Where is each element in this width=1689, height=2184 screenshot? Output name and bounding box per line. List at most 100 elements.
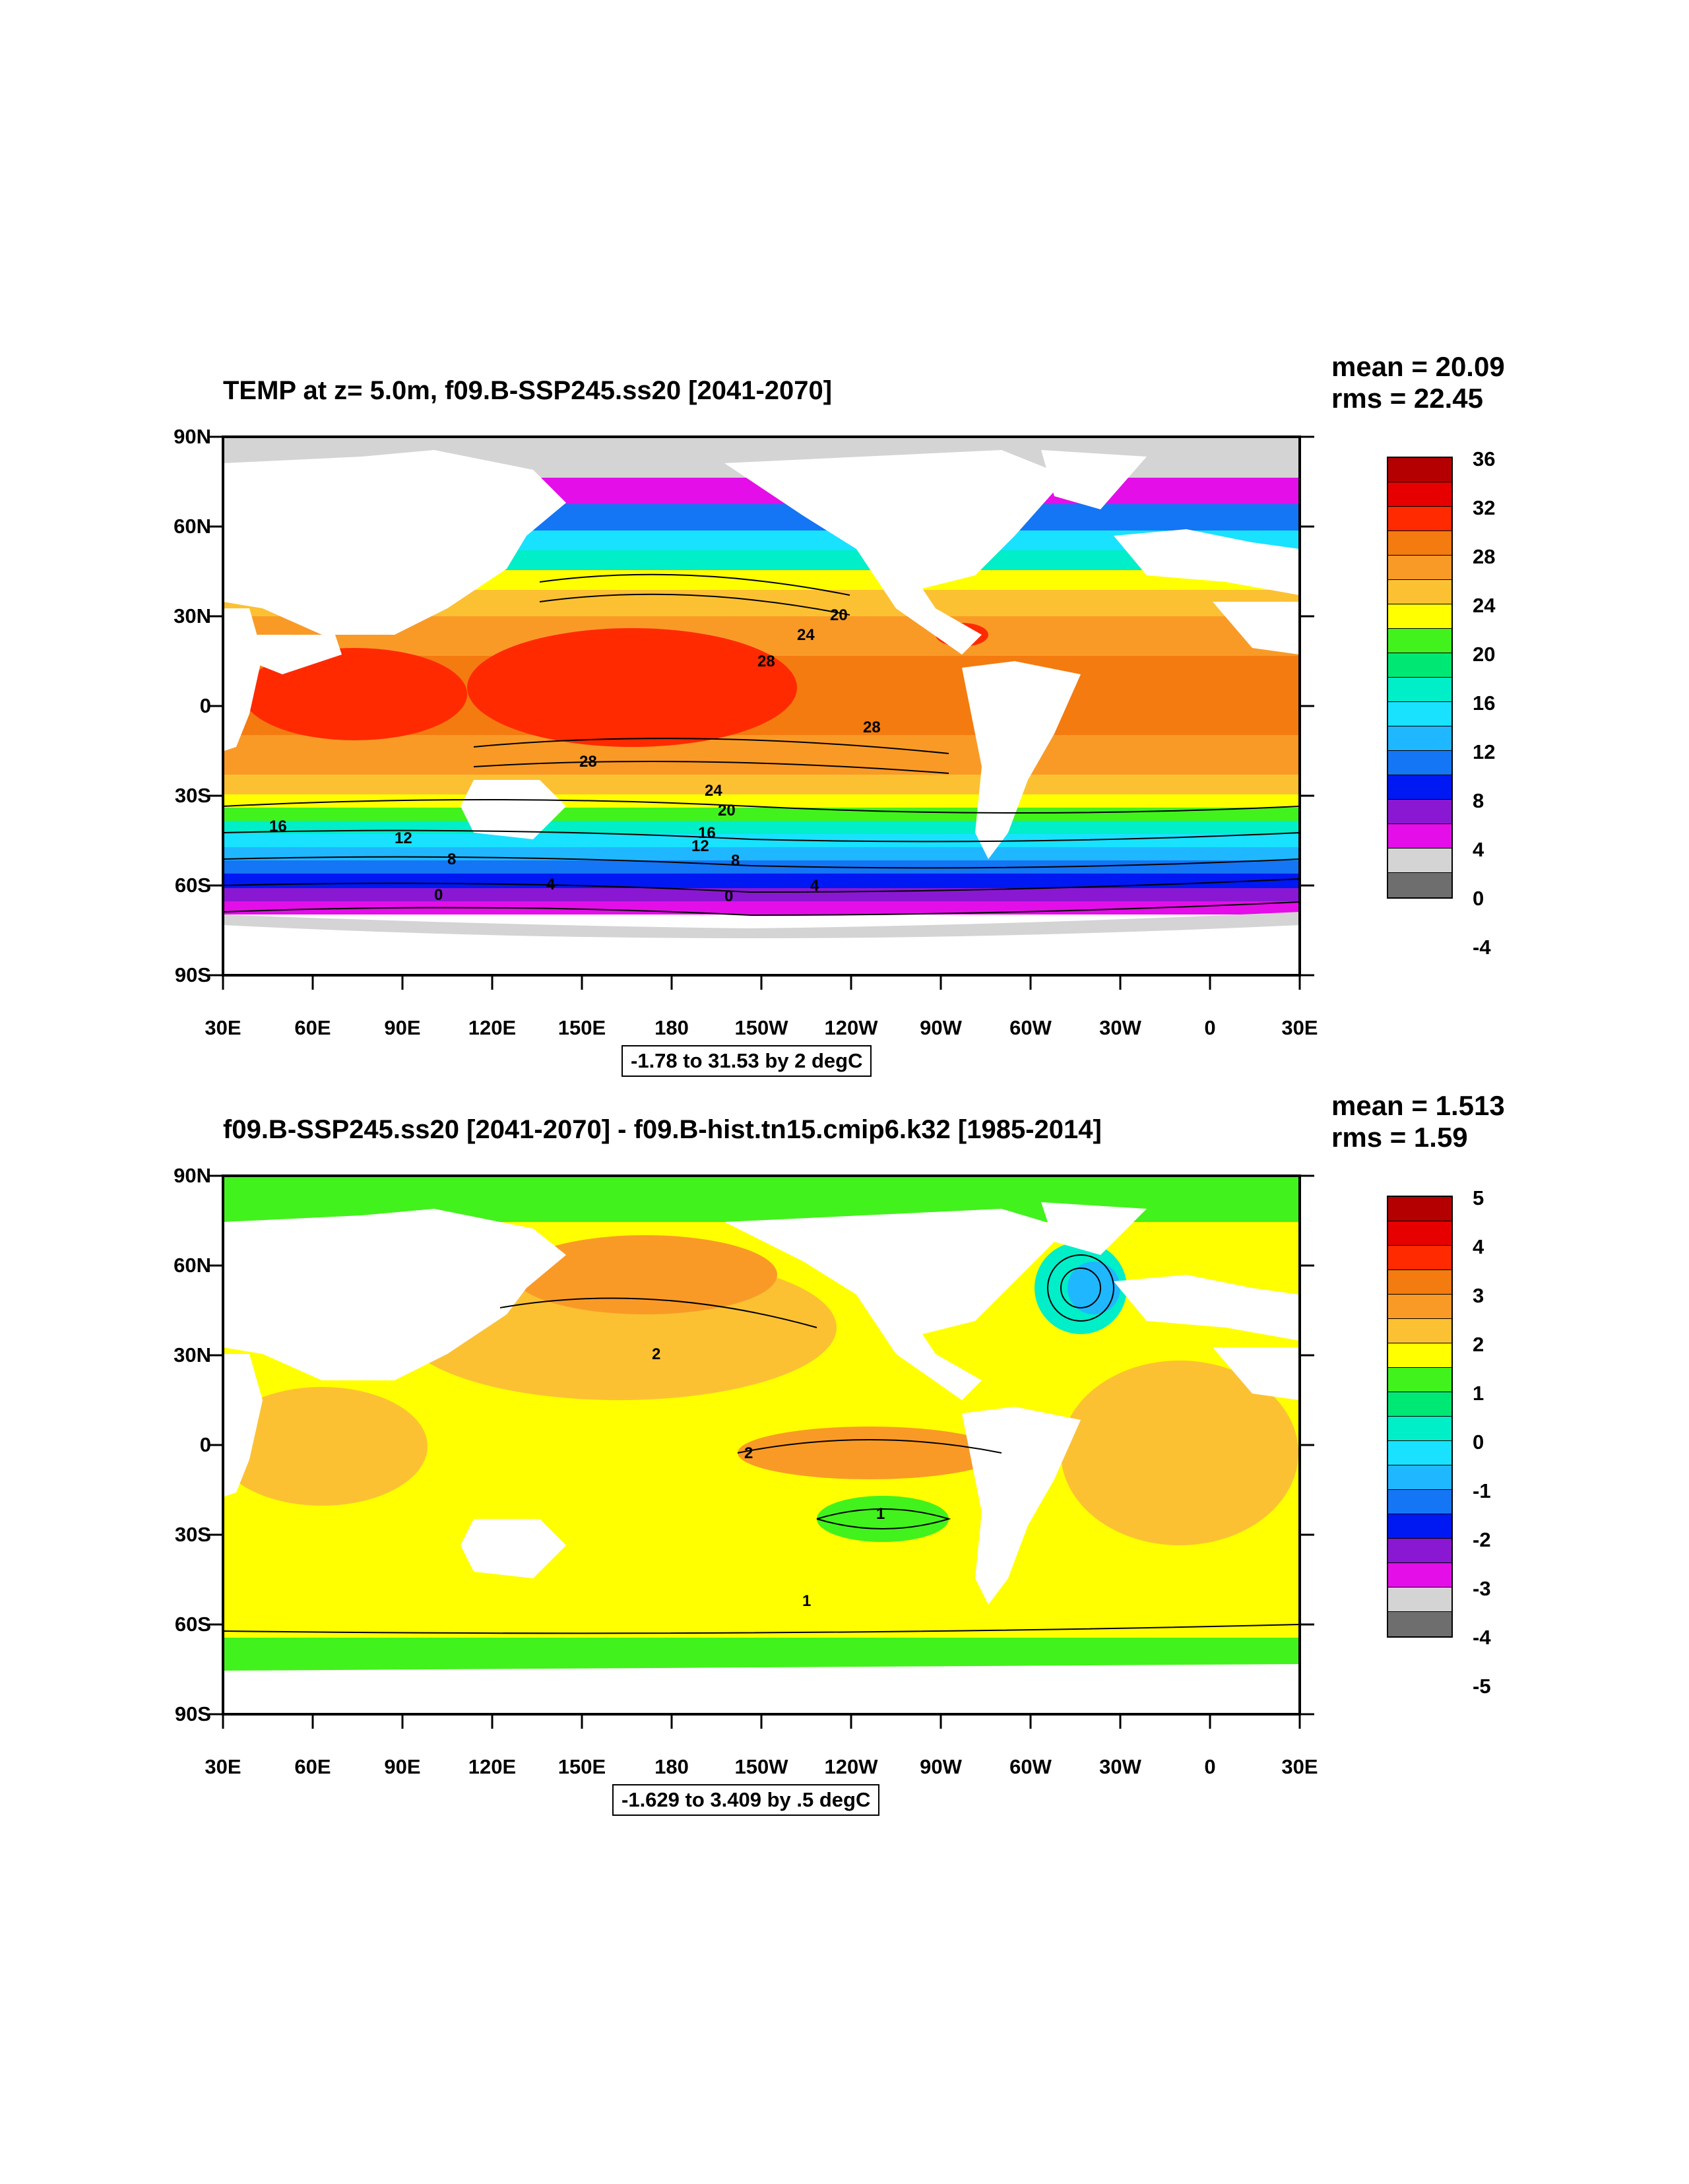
africa-east — [216, 608, 263, 754]
contour-southern — [222, 1624, 1300, 1634]
x-tick-label: 60W — [1009, 1016, 1052, 1039]
colorbar-label: -5 — [1473, 1675, 1491, 1698]
contour-label: 0 — [434, 886, 443, 904]
contour-20-north — [539, 573, 850, 596]
colorbar-label: -1 — [1473, 1479, 1491, 1502]
x-tick-label: 90E — [384, 1755, 421, 1778]
colorbar-cell — [1388, 1246, 1451, 1270]
north-pacific-darkorange — [513, 1235, 777, 1314]
rms-value: rms = 1.59 — [1331, 1122, 1468, 1153]
colorbar-label: 28 — [1473, 545, 1496, 568]
colorbar-label: 16 — [1473, 691, 1496, 715]
north-america — [724, 1209, 1068, 1400]
colorbar-cell — [1388, 775, 1451, 800]
band-tropic-south — [223, 735, 1300, 775]
atlantic-orange — [1061, 1361, 1298, 1545]
colorbar-cell — [1388, 580, 1451, 604]
contour-label: 28 — [863, 719, 881, 736]
eurasia — [223, 1209, 566, 1380]
x-tick-label: 30E — [205, 1016, 241, 1039]
colorbar-cell — [1388, 751, 1451, 775]
x-tick-label: 0 — [1204, 1755, 1216, 1778]
contour-label: 28 — [757, 653, 775, 670]
contour-range-label: -1.629 to 3.409 by .5 degC — [612, 1784, 880, 1816]
contour-label: 4 — [810, 877, 819, 895]
y-tick-label: 30S — [174, 1523, 211, 1546]
colorbar-cell — [1388, 800, 1451, 824]
contour-label: 8 — [731, 852, 740, 870]
contour-label: 1 — [876, 1505, 885, 1523]
map-svg: 20 24 28 28 28 24 20 16 12 16 12 8 8 4 4… — [208, 435, 1314, 990]
north-atlantic-blue — [1068, 1262, 1120, 1314]
contour-label: 1 — [802, 1592, 811, 1610]
band-south-cyan — [223, 834, 1300, 847]
contour-label: 8 — [447, 851, 456, 868]
y-tick-label: 60N — [174, 515, 211, 538]
contour-label: 16 — [269, 818, 287, 835]
colorbar-cell — [1388, 507, 1451, 531]
colorbar-cell — [1388, 824, 1451, 849]
x-tick-label: 0 — [1204, 1016, 1216, 1039]
contours — [222, 573, 1300, 916]
x-tick-label: 120W — [824, 1755, 878, 1778]
contour-label: 16 — [698, 824, 716, 842]
band-south-purple — [223, 888, 1300, 901]
x-tick-label: 60E — [294, 1755, 331, 1778]
contour-1 — [816, 1508, 951, 1529]
colorbar-cell — [1388, 531, 1451, 556]
colorbar-label: -3 — [1473, 1577, 1491, 1600]
colorbar — [1387, 1196, 1453, 1638]
colorbar-label: 36 — [1473, 447, 1496, 470]
europe — [1114, 529, 1300, 595]
colorbar-label: 0 — [1473, 1430, 1484, 1454]
mean-value: mean = 1.513 — [1331, 1090, 1505, 1121]
x-tick-label: 180 — [654, 1016, 689, 1039]
land — [216, 450, 1300, 859]
europe — [1114, 1275, 1300, 1341]
x-tick-label: 90W — [920, 1016, 962, 1039]
colorbar — [1387, 457, 1453, 899]
africa-east — [216, 1354, 263, 1499]
x-tick-label: 180 — [654, 1755, 689, 1778]
contour-label: 24 — [705, 782, 722, 800]
y-tick-label: 0 — [199, 694, 211, 717]
mean-value: mean = 20.09 — [1331, 351, 1505, 382]
x-tick-label: 60W — [1009, 1755, 1052, 1778]
antarctica — [223, 1664, 1300, 1714]
contour-label: 12 — [395, 829, 412, 847]
colorbar-label: 8 — [1473, 789, 1484, 812]
colorbar-label: -2 — [1473, 1528, 1491, 1551]
colorbar-cell — [1388, 1197, 1451, 1221]
south-america — [962, 661, 1081, 859]
contour-2-north — [499, 1297, 817, 1328]
x-tick-label: 150E — [558, 1016, 606, 1039]
greenland — [1041, 450, 1147, 509]
colorbar-cell — [1388, 1221, 1451, 1246]
x-tick-label: 30E — [1281, 1755, 1318, 1778]
y-tick-label: 90S — [174, 1702, 211, 1725]
colorbar-label: 3 — [1473, 1284, 1484, 1307]
eurasia — [223, 450, 566, 635]
contour-label: 4 — [546, 876, 556, 893]
x-tick-label: 120W — [824, 1016, 878, 1039]
colorbar-cell — [1388, 1319, 1451, 1343]
contour-label: 24 — [797, 626, 815, 644]
south-america — [962, 1407, 1081, 1605]
x-tick-label: 120E — [468, 1755, 517, 1778]
contour-16 — [222, 799, 1300, 814]
y-tick-label: 30N — [174, 1343, 211, 1366]
colorbar-label: 1 — [1473, 1382, 1484, 1405]
greenland — [1041, 1202, 1147, 1255]
band-subtropic-south — [223, 775, 1300, 794]
contour-label: 0 — [724, 887, 733, 905]
contour-24-south — [473, 738, 949, 754]
colorbar-cell — [1388, 1368, 1451, 1392]
x-tick-label: 150E — [558, 1755, 606, 1778]
contour-labels: 2 2 1 1 — [652, 1345, 885, 1610]
map-plot: 20 24 28 28 28 24 20 16 12 16 12 8 8 4 4… — [208, 435, 1314, 990]
africa-west — [1213, 602, 1300, 655]
y-tick-label: 90S — [174, 963, 211, 986]
x-tick-label: 60E — [294, 1016, 331, 1039]
contour-label: 20 — [718, 802, 736, 819]
x-tick-label: 150W — [734, 1016, 788, 1039]
